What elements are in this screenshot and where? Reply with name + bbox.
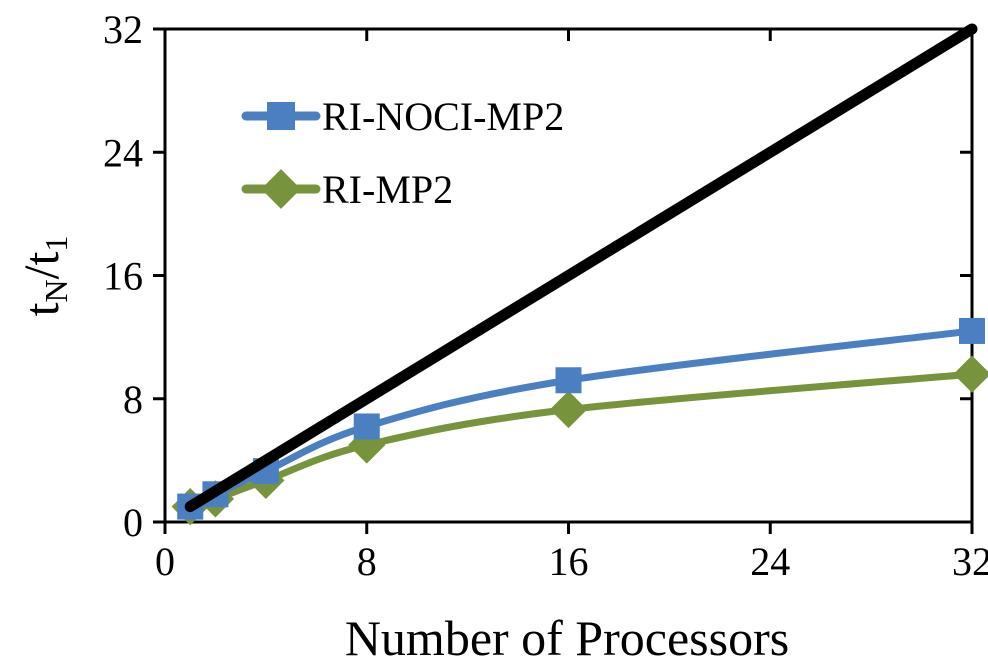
legend-item-ri-noci-mp2: RI-NOCI-MP2	[241, 94, 564, 139]
y-tick-label: 8	[123, 377, 143, 422]
legend-swatch-marker	[261, 169, 301, 209]
ideal-line-group	[184, 23, 978, 513]
x-tick-label: 24	[750, 539, 790, 584]
data-point	[353, 413, 380, 440]
series-group	[171, 317, 988, 526]
ideal-scaling-line	[184, 23, 978, 513]
data-point	[953, 355, 988, 393]
legend-label: RI-MP2	[322, 167, 453, 212]
y-axis-title: tN/t1	[13, 236, 74, 317]
x-axis-title: Number of Processors	[345, 610, 789, 663]
x-tick-label: 0	[155, 539, 175, 584]
y-label-t: t	[13, 302, 69, 316]
legend-item-ri-mp2: RI-MP2	[241, 167, 453, 212]
legend-swatch-marker	[267, 102, 295, 130]
y-tick-label: 24	[103, 130, 143, 175]
series-ri-noci-mp2	[177, 317, 985, 520]
y-tick-label: 16	[103, 254, 143, 299]
y-label-t2: t	[13, 251, 69, 265]
x-tick-label: 8	[357, 539, 377, 584]
legend: RI-NOCI-MP2 RI-MP2	[241, 94, 564, 212]
legend-label: RI-NOCI-MP2	[322, 94, 564, 139]
series-line	[188, 327, 973, 510]
y-label-sub-n: N	[38, 279, 74, 302]
data-point	[959, 317, 985, 344]
y-label-sub-1: 1	[38, 236, 74, 252]
data-point	[555, 367, 582, 394]
x-tick-label: 16	[549, 539, 589, 584]
y-tick-label: 32	[103, 7, 143, 52]
x-tick-label: 32	[952, 539, 988, 584]
y-tick-label: 0	[123, 500, 143, 545]
y-label-slash: /	[13, 265, 69, 279]
data-point	[549, 390, 588, 429]
